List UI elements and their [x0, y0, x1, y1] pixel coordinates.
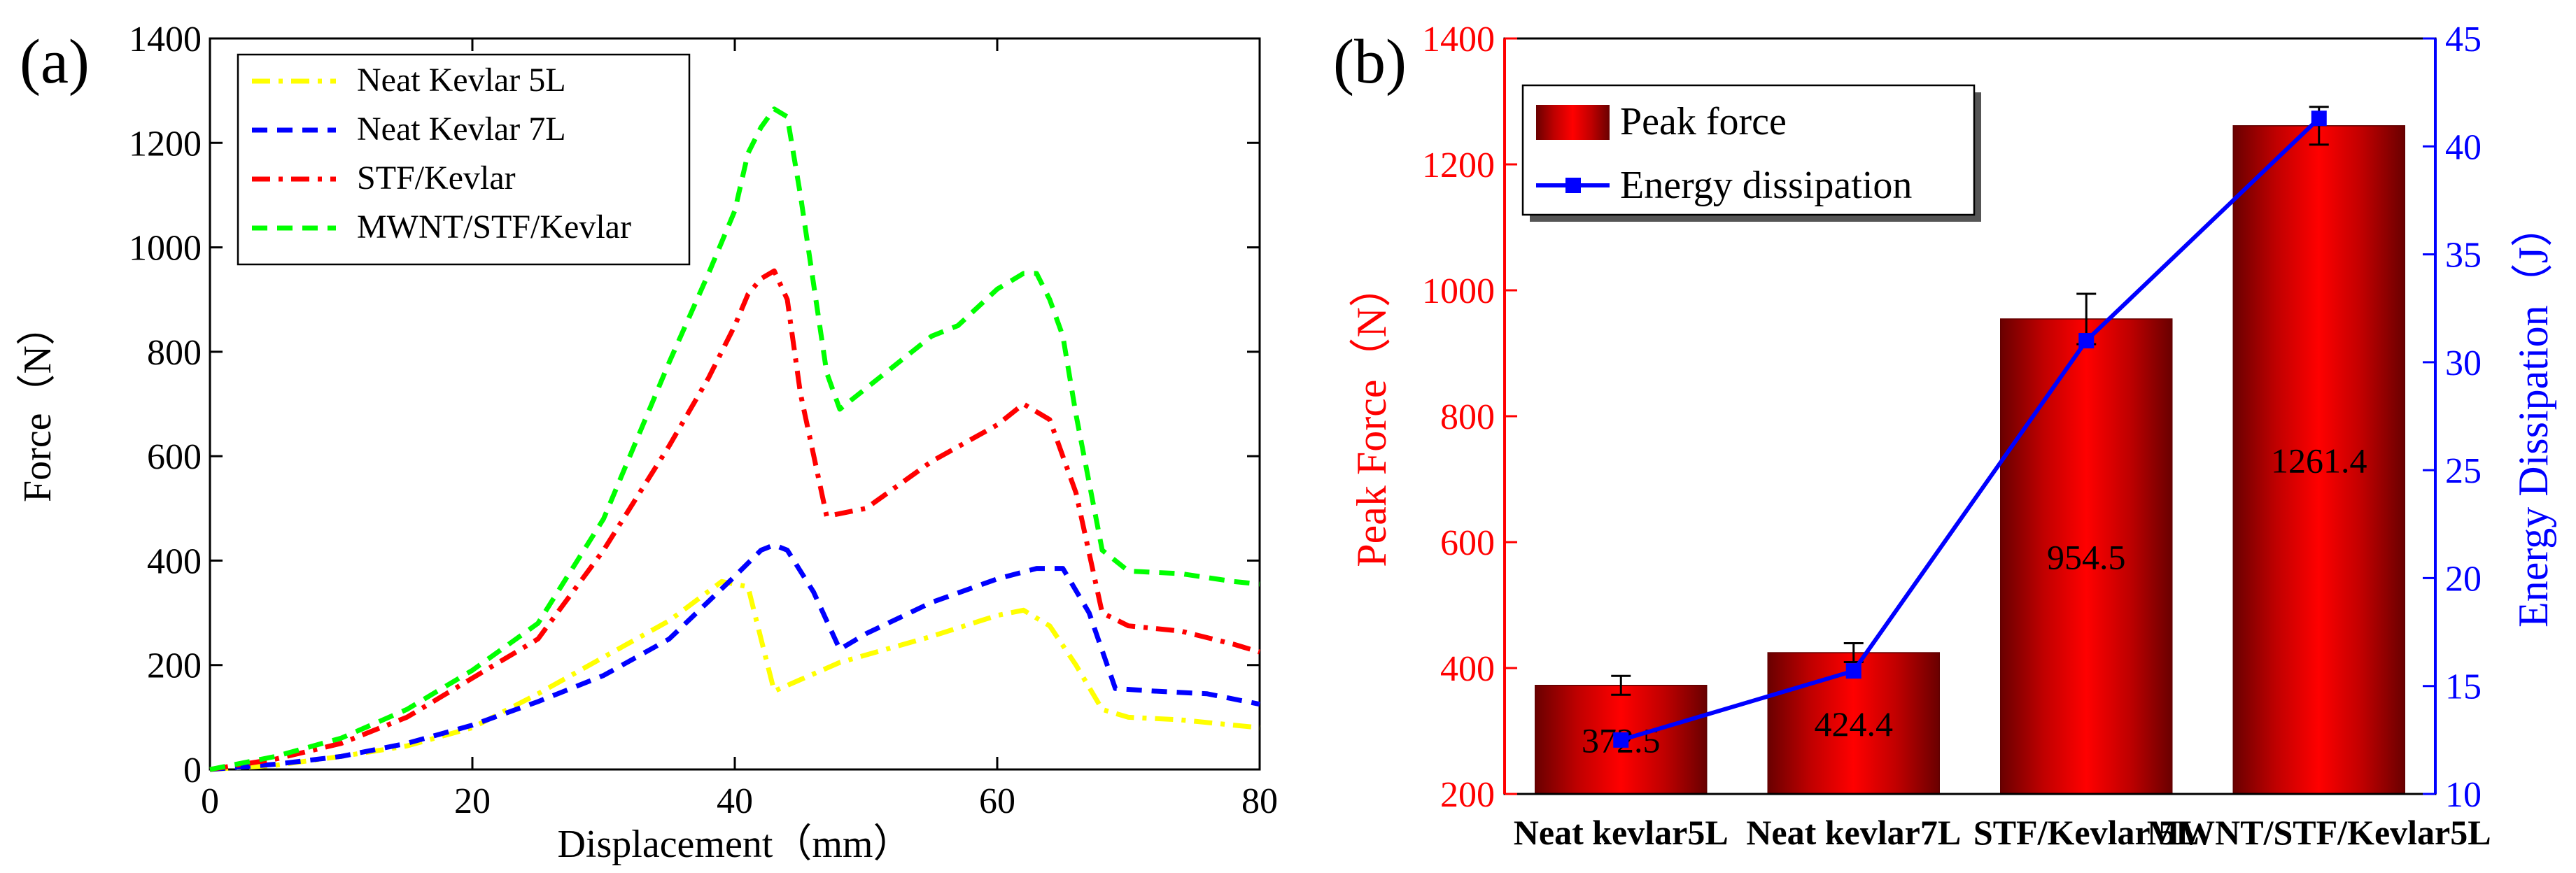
panel-b-legend-bar-swatch: [1536, 105, 1610, 140]
panel-a-y-tick-label: 800: [147, 333, 202, 373]
panel-b-legend-bar-label: Peak force: [1620, 100, 1787, 143]
panel-a-line-chart: (a) 0 20 40 60 80 0200400600800100012001400 …: [16, 20, 1278, 866]
panel-b-legend-line-label: Energy dissipation: [1620, 164, 1912, 207]
panel-b-category-label: Neat kevlar5L: [1514, 813, 1729, 852]
panel-a-label: (a): [20, 27, 90, 97]
panel-a-legend-label: MWNT/STF/Kevlar: [357, 208, 631, 246]
panel-b-left-tick-label: 800: [1440, 397, 1495, 437]
panel-b-bar: [2000, 318, 2173, 795]
panel-b-bar-value-label: 424.4: [1815, 704, 1894, 744]
panel-b-bar-value-label: 1261.4: [2271, 441, 2367, 480]
panel-b-right-tick-label: 40: [2445, 127, 2482, 167]
panel-a-legend: Neat Kevlar 5L Neat Kevlar 7L STF/Kevlar MW…: [237, 53, 691, 266]
panel-b-energy-marker: [1613, 732, 1629, 748]
panel-a-y-tick-label: 600: [147, 437, 202, 477]
panel-a-series-line-4: [209, 106, 1260, 772]
panel-a-x-tick-label: 20: [454, 781, 491, 821]
panel-b-energy-marker: [1845, 663, 1861, 679]
panel-b-left-tick-label: 200: [1440, 775, 1495, 815]
panel-b-right-tick-label: 30: [2445, 343, 2482, 383]
panel-b-right-tick-label: 20: [2445, 559, 2482, 599]
panel-b-category-label: MWNT/STF/Kevlar5L: [2147, 813, 2491, 852]
panel-b-left-tick-label: 600: [1440, 523, 1495, 563]
panel-b-legend: Peak force Energy dissipation: [1521, 84, 1981, 222]
panel-a-y-tick-label: 400: [147, 541, 202, 581]
panel-b-left-tick-label: 1400: [1422, 20, 1495, 59]
panel-a-x-axis-title: Displacement（mm）: [557, 823, 912, 866]
panel-b-left-tick-label: 400: [1440, 649, 1495, 689]
panel-b-left-tick-label: 1200: [1422, 146, 1495, 185]
panel-b-right-axis-title: Energy Dissipation（J）: [2510, 205, 2556, 627]
panel-b-right-tick-label: 25: [2445, 451, 2482, 491]
panel-b-category-label: Neat kevlar7L: [1746, 813, 1961, 852]
panel-a-y-tick-label: 0: [183, 751, 202, 790]
panel-b-bar-value-label: 954.5: [2047, 537, 2126, 576]
panel-a-legend-label: STF/Kevlar: [357, 159, 516, 197]
panel-b-right-tick-label: 15: [2445, 667, 2482, 707]
panel-b-category-label: STF/Kevlar 5L: [1973, 813, 2200, 852]
panel-a-series-line-2: [209, 542, 1260, 772]
panel-b-right-tick-label: 35: [2445, 236, 2482, 276]
panel-a-legend-label: Neat Kevlar 5L: [357, 62, 566, 99]
panel-b-energy-marker: [2311, 111, 2327, 127]
panel-b-legend-line-marker: [1565, 178, 1581, 193]
panel-a-y-tick-label: 1200: [129, 124, 202, 164]
panel-a-legend-label: Neat Kevlar 7L: [357, 111, 566, 148]
panel-b-energy-marker: [2078, 333, 2095, 348]
panel-b-right-tick-label: 45: [2445, 20, 2482, 59]
panel-a-series-line-1: [209, 579, 1260, 772]
panel-b-left-axis-title: Peak Force（N）: [1349, 265, 1395, 567]
panel-a-series-line-3: [209, 268, 1261, 772]
panel-a-x-tick-label: 80: [1241, 781, 1278, 821]
panel-a-y-tick-label: 1400: [129, 20, 202, 59]
panel-a-x-tick-label: 40: [717, 781, 753, 821]
panel-a-y-tick-label: 200: [147, 646, 202, 686]
panel-b-label: (b): [1333, 27, 1407, 97]
panel-a-x-tick-label: 0: [201, 781, 219, 821]
panel-b-energy-line: [1620, 117, 2321, 742]
panel-b-left-tick-label: 1000: [1422, 271, 1495, 311]
panel-b-bar: [2232, 125, 2405, 795]
panel-a-x-tick-label: 60: [979, 781, 1015, 821]
panel-b-right-tick-label: 10: [2445, 775, 2482, 815]
panel-a-y-tick-label: 1000: [129, 229, 202, 269]
panel-a-y-axis-title: Force（N）: [16, 306, 59, 502]
